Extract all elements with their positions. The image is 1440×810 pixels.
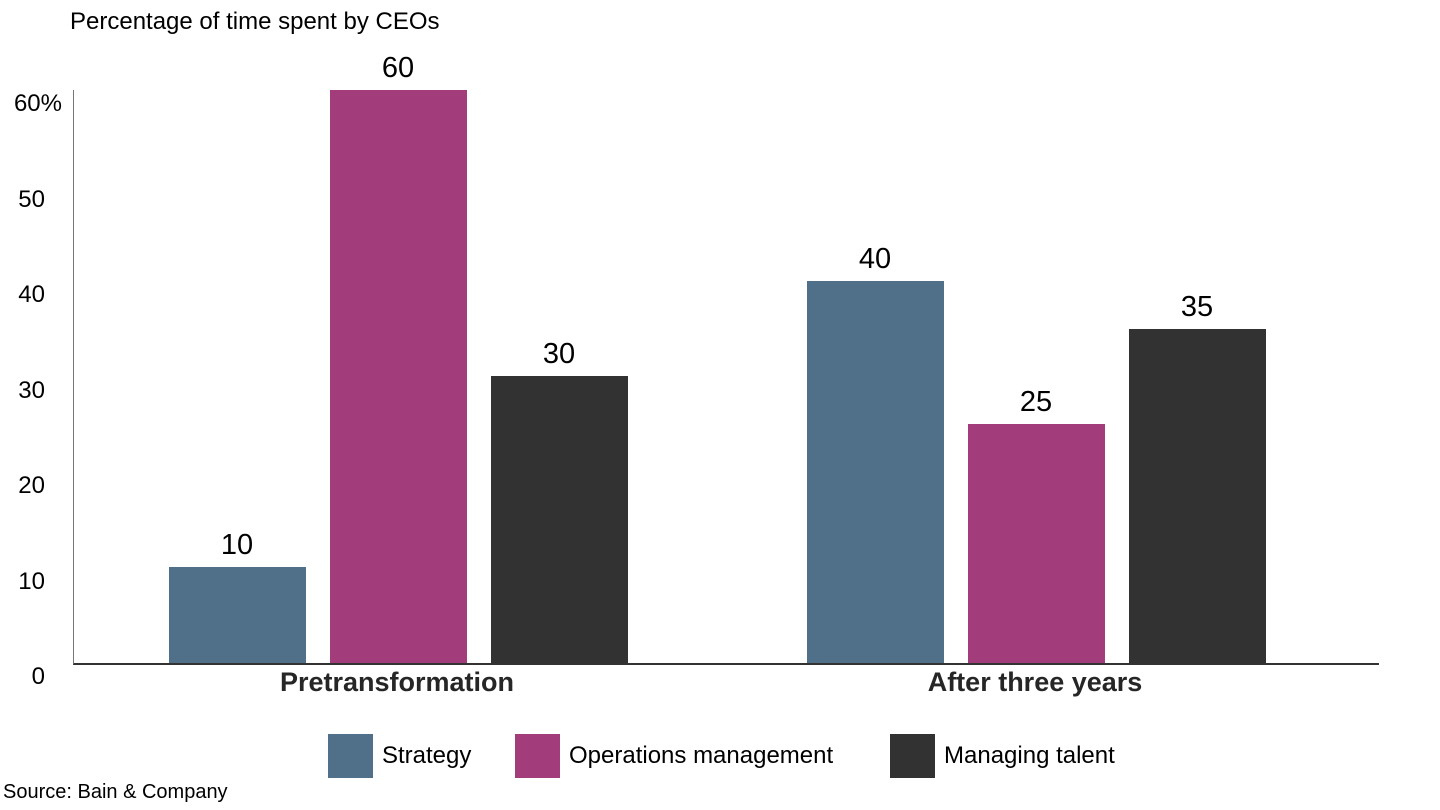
bar-managing-talent-pretransformation <box>490 376 628 663</box>
legend-item-operations-management: Operations management <box>515 734 833 778</box>
category-label-after-three-years: After three years <box>927 667 1143 697</box>
bar-value-label: 10 <box>220 529 254 561</box>
bar-operations-management-pretransformation <box>329 90 467 663</box>
category-label-pretransformation: Pretransformation <box>279 667 515 697</box>
source-note: Source: Bain & Company <box>3 781 228 803</box>
y-tick-label: 20 <box>18 472 45 499</box>
legend-swatch <box>328 734 373 778</box>
plot-area: 10 40 60 25 30 35 <box>73 52 1379 665</box>
y-tick-label: 60% <box>13 90 62 117</box>
bar-value-label: 40 <box>858 243 892 275</box>
y-tick-label: 10 <box>18 567 45 595</box>
bar-managing-talent-after-three-years <box>1128 329 1266 663</box>
bar-strategy-pretransformation <box>168 567 306 663</box>
legend-label: Managing talent <box>944 742 1115 769</box>
legend-item-strategy: Strategy <box>328 734 471 778</box>
legend-label: Strategy <box>382 742 472 769</box>
bar-strategy-after-three-years <box>806 281 944 663</box>
bar-value-label: 35 <box>1180 291 1214 323</box>
legend-label: Operations management <box>569 742 834 769</box>
y-tick-label: 0 <box>31 663 45 690</box>
y-tick-label: 40 <box>18 281 45 308</box>
legend-item-managing-talent: Managing talent <box>890 734 1115 778</box>
bar-operations-management-after-three-years <box>967 424 1105 663</box>
y-tick-label: 30 <box>18 376 45 404</box>
y-tick-label: 50 <box>18 185 45 213</box>
chart-title: Percentage of time spent by CEOs <box>70 8 440 35</box>
legend-swatch <box>890 734 935 778</box>
bar-value-label: 60 <box>381 52 415 84</box>
bar-value-label: 30 <box>542 338 576 370</box>
legend-swatch <box>515 734 560 778</box>
y-axis-tick-labels: 60% 50 40 30 20 10 0 <box>0 90 62 690</box>
bar-value-label: 25 <box>1019 386 1053 418</box>
